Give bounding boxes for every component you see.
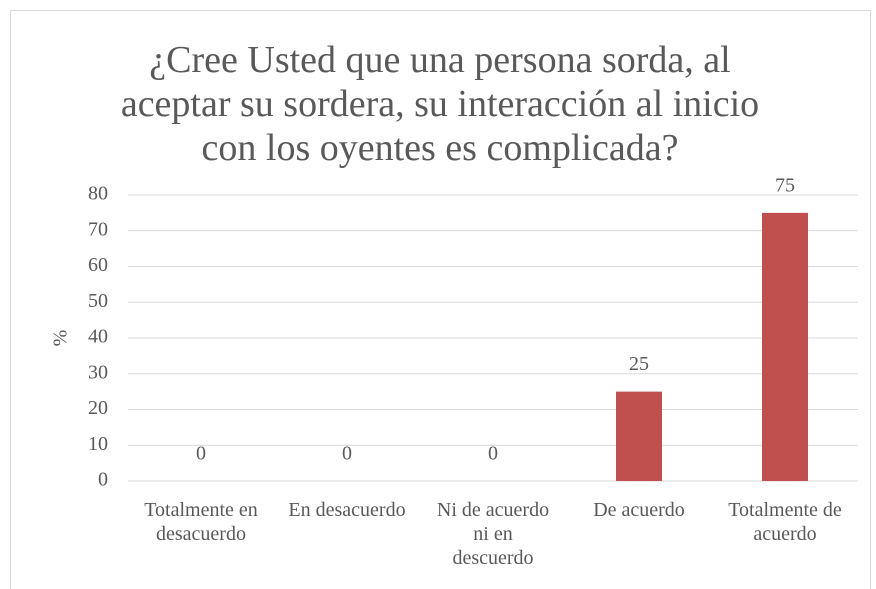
y-tick-label: 70 [88,218,108,240]
y-tick-label: 10 [88,433,108,455]
data-label: 75 [775,174,795,196]
x-tick-label: Totalmente en desacuerdo [144,499,258,545]
x-tick-label: De acuerdo [593,499,685,521]
data-label: 0 [488,443,498,465]
x-tick-label: Ni de acuerdo ni en descuerdo [436,499,550,569]
bar [616,391,662,481]
y-axis-label: % [50,330,72,347]
data-label: 0 [342,443,352,465]
x-tick-label: En desacuerdo [288,499,406,521]
x-tick-label: Totalmente de acuerdo [728,499,842,545]
data-label: 25 [629,353,649,375]
y-tick-label: 80 [88,183,108,205]
y-tick-label: 0 [98,469,108,491]
bar [762,212,808,481]
y-tick-label: 60 [88,254,108,276]
y-tick-label: 40 [88,326,108,348]
data-label: 0 [196,443,206,465]
chart-border [10,10,871,589]
chart-title: ¿Cree Usted que una persona sorda, al ac… [120,39,760,169]
y-tick-label: 30 [88,361,108,383]
y-tick-label: 20 [88,397,108,419]
y-tick-label: 50 [88,290,108,312]
